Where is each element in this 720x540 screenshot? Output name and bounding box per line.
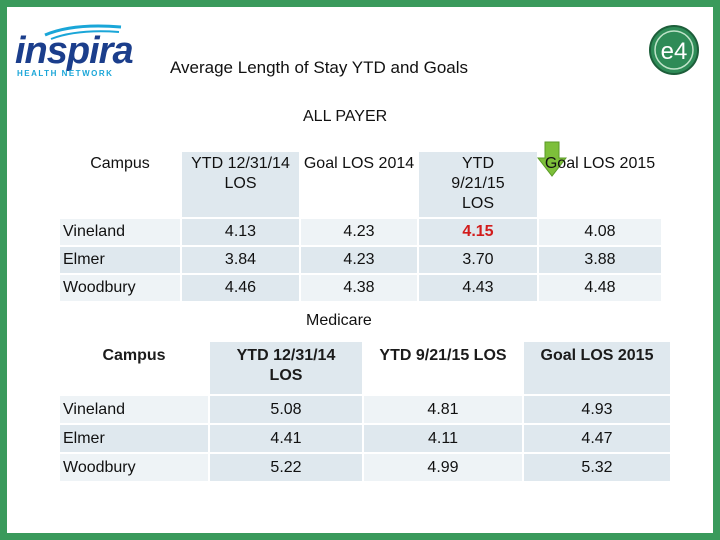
table-row: Vineland 5.08 4.81 4.93	[60, 396, 670, 423]
value-cell: 4.81	[364, 396, 522, 423]
header-goal-2015: Goal LOS 2015	[544, 155, 656, 172]
medicare-heading: Medicare	[306, 312, 372, 329]
logo-wordmark: inspira	[15, 30, 134, 72]
highlighted-value-cell: 4.15	[419, 219, 537, 245]
value-cell: 5.08	[210, 396, 362, 423]
all-payer-table: Campus YTD 12/31/14 LOS Goal LOS 2014 YT…	[58, 150, 663, 303]
medicare-table: Campus YTD 12/31/14 LOS YTD 9/21/15 LOS …	[58, 340, 672, 483]
table-row: Elmer 3.84 4.23 3.70 3.88	[60, 247, 661, 273]
value-cell: 4.38	[301, 275, 417, 301]
value-cell: 4.41	[210, 425, 362, 452]
header-ytd-2015: YTD 9/21/15 LOS	[379, 347, 507, 364]
campus-cell: Woodbury	[60, 275, 180, 301]
value-cell: 4.46	[182, 275, 299, 301]
campus-cell: Elmer	[60, 247, 180, 273]
header-ytd-2015: YTD 9/21/15 LOS	[419, 152, 537, 217]
value-cell: 5.32	[524, 454, 670, 481]
value-cell: 4.23	[301, 247, 417, 273]
page-title: Average Length of Stay YTD and Goals	[170, 58, 469, 77]
value-cell: 3.70	[419, 247, 537, 273]
value-cell: 4.08	[539, 219, 661, 245]
value-cell: 4.99	[364, 454, 522, 481]
header-goal-2015: Goal LOS 2015	[524, 342, 670, 394]
slide: inspira HEALTH NETWORK Average Length of…	[7, 7, 713, 533]
value-cell: 4.93	[524, 396, 670, 423]
header-campus: Campus	[90, 155, 150, 172]
campus-cell: Woodbury	[60, 454, 208, 481]
value-cell: 4.13	[182, 219, 299, 245]
table-header-row: Campus YTD 12/31/14 LOS Goal LOS 2014 YT…	[60, 152, 661, 217]
table-row: Woodbury 4.46 4.38 4.43 4.48	[60, 275, 661, 301]
value-cell: 4.48	[539, 275, 661, 301]
value-cell: 4.43	[419, 275, 537, 301]
e4-badge-icon: e4	[649, 25, 699, 75]
value-cell: 5.22	[210, 454, 362, 481]
campus-cell: Vineland	[60, 396, 208, 423]
badge-text: e4	[661, 38, 688, 65]
inspira-logo: inspira HEALTH NETWORK	[13, 21, 134, 79]
table-row: Elmer 4.41 4.11 4.47	[60, 425, 670, 452]
value-cell: 4.11	[364, 425, 522, 452]
header-ytd-2014: YTD 12/31/14 LOS	[210, 342, 362, 394]
header-goal-2014: Goal LOS 2014	[303, 155, 415, 172]
value-cell: 4.23	[301, 219, 417, 245]
campus-cell: Vineland	[60, 219, 180, 245]
logo-subtitle: HEALTH NETWORK	[17, 69, 114, 78]
down-arrow-icon	[537, 141, 567, 177]
value-cell: 3.88	[539, 247, 661, 273]
value-cell: 4.47	[524, 425, 670, 452]
table-row: Woodbury 5.22 4.99 5.32	[60, 454, 670, 481]
table-row: Vineland 4.13 4.23 4.15 4.08	[60, 219, 661, 245]
logo-swoosh-icon	[44, 24, 122, 40]
header-ytd-2014: YTD 12/31/14 LOS	[182, 152, 299, 217]
header-campus: Campus	[102, 347, 166, 364]
all-payer-heading: ALL PAYER	[303, 108, 388, 125]
table-header-row: Campus YTD 12/31/14 LOS YTD 9/21/15 LOS …	[60, 342, 670, 394]
campus-cell: Elmer	[60, 425, 208, 452]
value-cell: 3.84	[182, 247, 299, 273]
